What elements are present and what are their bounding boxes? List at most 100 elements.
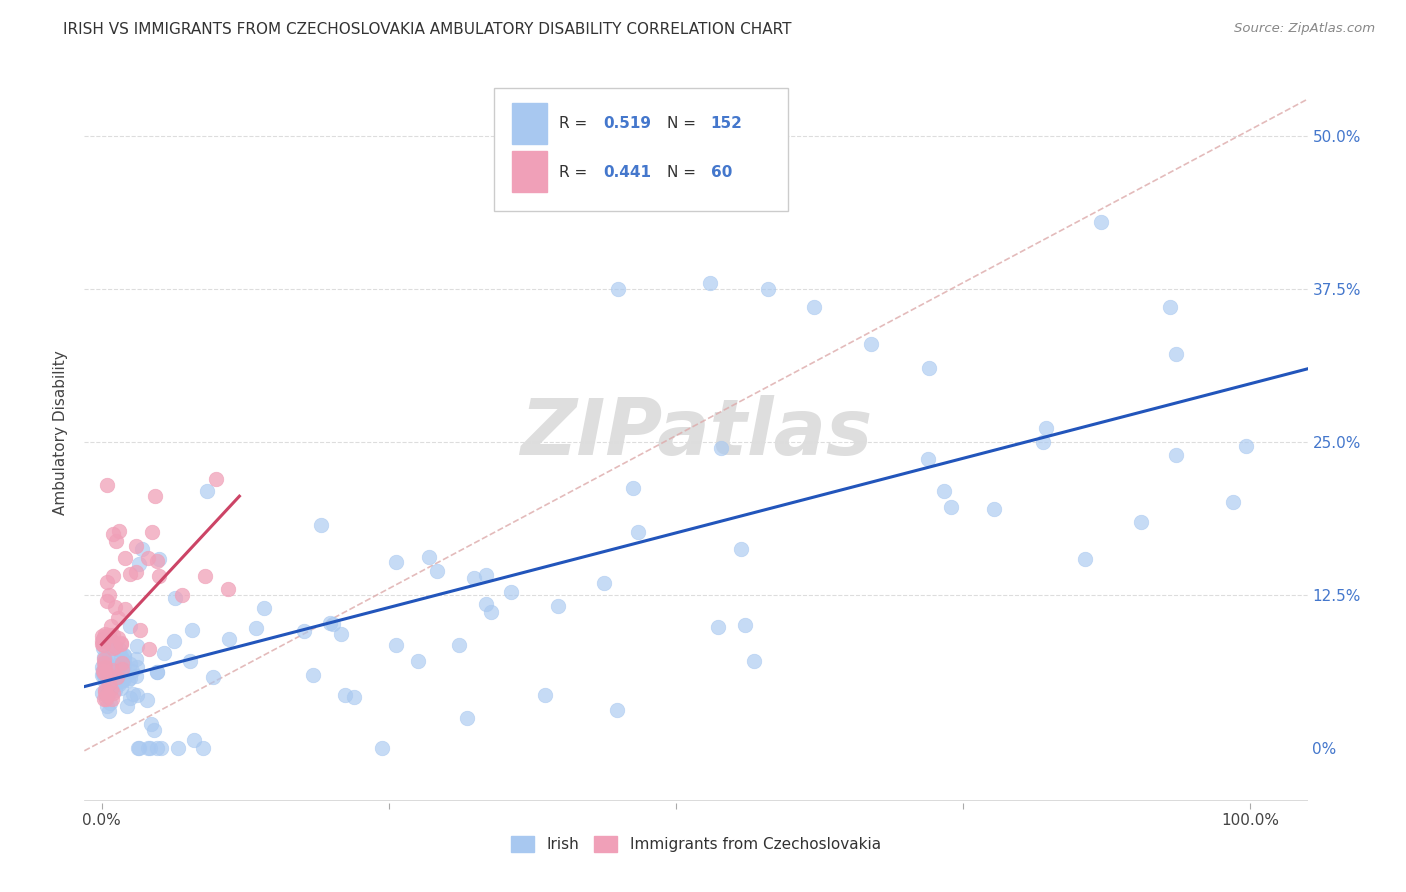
Point bbox=[179, 654, 201, 668]
Point bbox=[917, 452, 939, 467]
Bar bbox=[513, 103, 547, 144]
Point bbox=[319, 615, 342, 630]
Point bbox=[98, 696, 121, 710]
Point bbox=[93, 656, 115, 670]
Point bbox=[93, 666, 115, 681]
Text: R =: R = bbox=[560, 164, 592, 179]
Point bbox=[128, 740, 150, 755]
Point bbox=[707, 620, 730, 634]
Text: IRISH VS IMMIGRANTS FROM CZECHOSLOVAKIA AMBULATORY DISABILITY CORRELATION CHART: IRISH VS IMMIGRANTS FROM CZECHOSLOVAKIA … bbox=[63, 22, 792, 37]
Point bbox=[96, 661, 118, 675]
Point bbox=[97, 676, 120, 690]
Y-axis label: Ambulatory Disability: Ambulatory Disability bbox=[53, 351, 69, 515]
Point bbox=[101, 673, 124, 688]
Point bbox=[101, 634, 124, 648]
Point bbox=[96, 699, 118, 714]
Point bbox=[917, 361, 939, 376]
Point bbox=[107, 611, 129, 625]
Point bbox=[107, 669, 129, 683]
Point bbox=[343, 690, 366, 705]
Point bbox=[110, 637, 132, 651]
Point bbox=[384, 555, 406, 569]
Point bbox=[139, 717, 162, 731]
Point bbox=[90, 686, 112, 700]
Point bbox=[117, 673, 139, 687]
Point bbox=[309, 517, 332, 532]
Point bbox=[145, 554, 167, 568]
Point bbox=[205, 471, 228, 485]
Point bbox=[104, 657, 127, 672]
Point bbox=[107, 673, 129, 687]
Point bbox=[96, 594, 118, 608]
Point bbox=[118, 566, 141, 581]
Point bbox=[301, 667, 323, 681]
Point bbox=[91, 664, 114, 678]
Point bbox=[105, 533, 128, 548]
Point bbox=[91, 664, 114, 678]
Point bbox=[129, 624, 152, 638]
Point bbox=[183, 733, 205, 747]
Point bbox=[148, 551, 170, 566]
Point bbox=[110, 656, 132, 670]
Point bbox=[114, 602, 136, 616]
Point bbox=[136, 551, 159, 566]
Point bbox=[91, 637, 114, 651]
Point bbox=[93, 632, 115, 647]
Point bbox=[150, 740, 173, 755]
Point bbox=[118, 619, 141, 633]
Point bbox=[1074, 552, 1097, 566]
Point bbox=[418, 549, 440, 564]
Point bbox=[93, 666, 115, 681]
Point bbox=[194, 569, 217, 583]
Point bbox=[90, 660, 112, 674]
Text: 60: 60 bbox=[710, 164, 733, 179]
Point bbox=[146, 665, 169, 680]
Point bbox=[547, 599, 569, 613]
Point bbox=[592, 576, 614, 591]
Point bbox=[1159, 300, 1181, 314]
Point bbox=[93, 630, 115, 644]
Point bbox=[103, 673, 125, 688]
Point bbox=[93, 691, 115, 706]
Point bbox=[125, 539, 148, 553]
Point bbox=[606, 703, 628, 717]
Point bbox=[1130, 516, 1153, 530]
Point bbox=[148, 569, 170, 583]
Point bbox=[474, 567, 496, 582]
Point bbox=[104, 676, 127, 690]
Point bbox=[143, 723, 166, 737]
Point bbox=[114, 668, 136, 682]
Point bbox=[125, 639, 148, 653]
Point bbox=[456, 711, 478, 725]
Point bbox=[97, 628, 120, 642]
Point bbox=[96, 688, 118, 702]
Point bbox=[93, 638, 115, 652]
Point bbox=[91, 632, 114, 647]
Point bbox=[245, 622, 267, 636]
Point bbox=[699, 276, 721, 290]
Point bbox=[104, 682, 127, 697]
Point bbox=[146, 740, 169, 755]
Text: N =: N = bbox=[666, 164, 700, 179]
Point bbox=[120, 690, 142, 705]
Point bbox=[385, 638, 408, 652]
Point bbox=[117, 699, 139, 714]
Point bbox=[108, 641, 131, 656]
Point bbox=[93, 675, 115, 690]
Point bbox=[107, 524, 129, 538]
Point bbox=[1222, 495, 1244, 509]
Point bbox=[100, 618, 122, 632]
Point bbox=[131, 541, 153, 556]
Point bbox=[141, 525, 163, 540]
Point bbox=[105, 670, 128, 684]
Point bbox=[91, 634, 114, 648]
Point bbox=[110, 681, 132, 695]
Point bbox=[94, 654, 117, 668]
Point bbox=[710, 441, 733, 455]
Point bbox=[101, 628, 124, 642]
Point bbox=[91, 629, 114, 643]
Point bbox=[101, 680, 124, 694]
Point bbox=[111, 662, 134, 676]
Point bbox=[104, 659, 127, 673]
Point bbox=[730, 542, 752, 557]
